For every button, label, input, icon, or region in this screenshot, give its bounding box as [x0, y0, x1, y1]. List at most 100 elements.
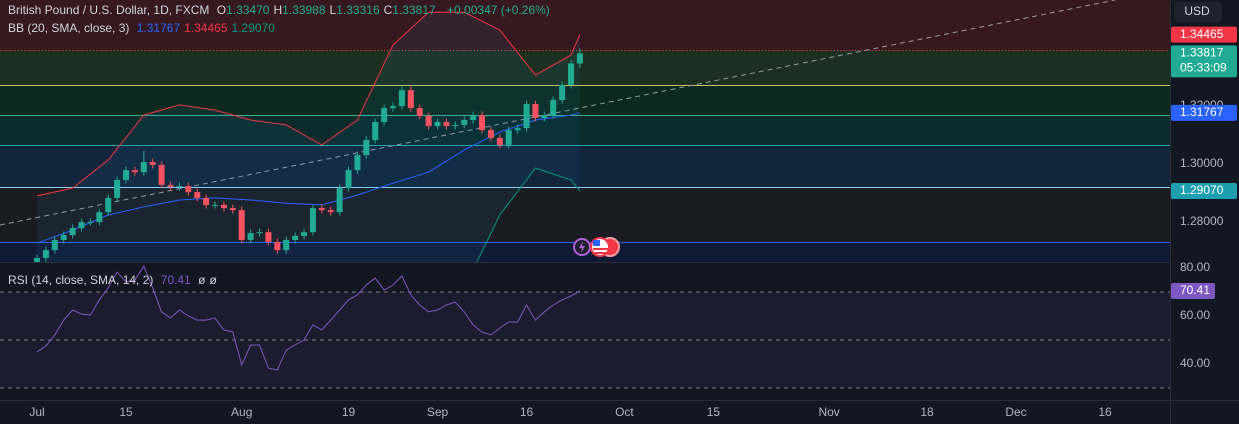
x-tick-label: Jul: [29, 405, 44, 419]
candle-body: [390, 106, 397, 109]
x-tick-label: 15: [119, 405, 133, 419]
candle-body: [238, 210, 245, 240]
candle-body: [576, 53, 583, 64]
candle-body: [34, 257, 41, 262]
bb-title: BB (20, SMA, close, 3): [8, 21, 130, 35]
candle-body: [452, 124, 459, 127]
x-tick-label: Sep: [427, 405, 449, 419]
countdown: 05:33:09: [1180, 61, 1227, 75]
candle-body: [283, 239, 290, 251]
candle-body: [479, 115, 486, 131]
candle-body: [176, 186, 183, 188]
candle-body: [559, 84, 566, 100]
zone: [0, 0, 1170, 50]
candle-body: [523, 104, 530, 129]
candle-body: [541, 115, 548, 118]
candle-body: [496, 137, 503, 145]
candle-body: [550, 99, 557, 116]
axis-labels: 1.280001.300001.32000Jul15Aug19Sep16Oct1…: [29, 26, 1237, 419]
candle-body: [60, 235, 67, 240]
candle-body: [461, 119, 468, 125]
zone: [0, 85, 1170, 115]
candle-body: [301, 232, 308, 236]
candle-body: [425, 115, 432, 127]
bb-line: [476, 167, 581, 262]
price-label-box: [1171, 45, 1237, 78]
ohlc-value: 1.33988: [282, 3, 326, 17]
ohlc-label: L: [329, 3, 337, 17]
currency-label[interactable]: USD: [1184, 4, 1210, 18]
rsi-value: 70.41: [160, 273, 191, 287]
candle-body: [265, 232, 272, 243]
event-icon: [579, 241, 585, 253]
x-tick-label: 16: [520, 405, 534, 419]
price-label: 1.31767: [1180, 105, 1224, 119]
candle-body: [416, 108, 423, 116]
x-tick-label: Nov: [818, 405, 839, 419]
y-tick-label: 1.28000: [1180, 214, 1224, 228]
x-tick-label: 15: [707, 405, 721, 419]
candle-body: [131, 170, 138, 173]
candle-body: [212, 204, 219, 206]
candle-body: [51, 239, 58, 251]
bb-line: [36, 11, 581, 197]
candle-body: [514, 128, 521, 131]
candle-body: [185, 186, 192, 193]
candle-body: [327, 210, 334, 213]
event-icon: [593, 240, 600, 246]
price-label: 1.29070: [1180, 183, 1224, 197]
candle-body: [398, 90, 405, 107]
event-icons: [573, 237, 620, 257]
candle-body: [318, 208, 325, 211]
candle-body: [372, 122, 379, 140]
candle-body: [568, 63, 575, 85]
drawing-zones: [0, 0, 1170, 262]
symbol-legend: British Pound / U.S. Dollar, 1D, FXCM O1…: [8, 3, 554, 17]
ohlc-label: O: [216, 3, 227, 17]
candle-body: [443, 122, 450, 127]
x-tick-label: Aug: [231, 405, 252, 419]
candle-body: [114, 179, 121, 198]
candle-body: [505, 130, 512, 145]
candle-body: [42, 250, 49, 258]
candle-body: [96, 212, 103, 223]
na-label: ø: [198, 273, 206, 287]
ohlc-label: C: [383, 3, 393, 17]
ohlc-value: 1.33316: [336, 3, 380, 17]
candle-body: [69, 228, 76, 236]
bb-value: 1.31767: [136, 21, 181, 35]
candle-body: [407, 90, 414, 109]
rsi-pane: [0, 265, 1170, 389]
ohlc-value: 1.33470: [226, 3, 270, 17]
zone: [0, 115, 1170, 145]
candle-body: [229, 208, 236, 211]
candle-body: [78, 222, 85, 229]
candle-body: [123, 170, 130, 180]
ohlc-label: H: [273, 3, 283, 17]
symbol-title: British Pound / U.S. Dollar, 1D, FXCM: [8, 3, 210, 17]
candle-body: [194, 192, 201, 198]
bb-value: 1.29070: [231, 21, 275, 35]
candle-body: [105, 197, 112, 213]
price-label-box: [1171, 26, 1237, 43]
candle-body: [256, 232, 263, 234]
candle-body: [149, 162, 156, 165]
x-tick-label: Dec: [1005, 405, 1026, 419]
x-tick-label: Oct: [615, 405, 634, 419]
time-axis: [0, 400, 1239, 424]
zone: [0, 50, 1170, 85]
x-tick-label: 19: [342, 405, 356, 419]
x-tick-label: 16: [1098, 405, 1112, 419]
candle-body: [434, 122, 441, 127]
candle-body: [292, 235, 299, 240]
candle-body: [247, 233, 254, 240]
candle-body: [487, 130, 494, 138]
currency-button[interactable]: [1174, 2, 1222, 22]
price-pane: [34, 11, 583, 262]
y-tick-label: 60.00: [1180, 308, 1210, 322]
price-label-box: [1171, 182, 1237, 199]
candle-body: [274, 242, 281, 251]
x-tick-label: 18: [920, 405, 934, 419]
price-change: +0.00347 (+0.26%): [447, 3, 550, 17]
